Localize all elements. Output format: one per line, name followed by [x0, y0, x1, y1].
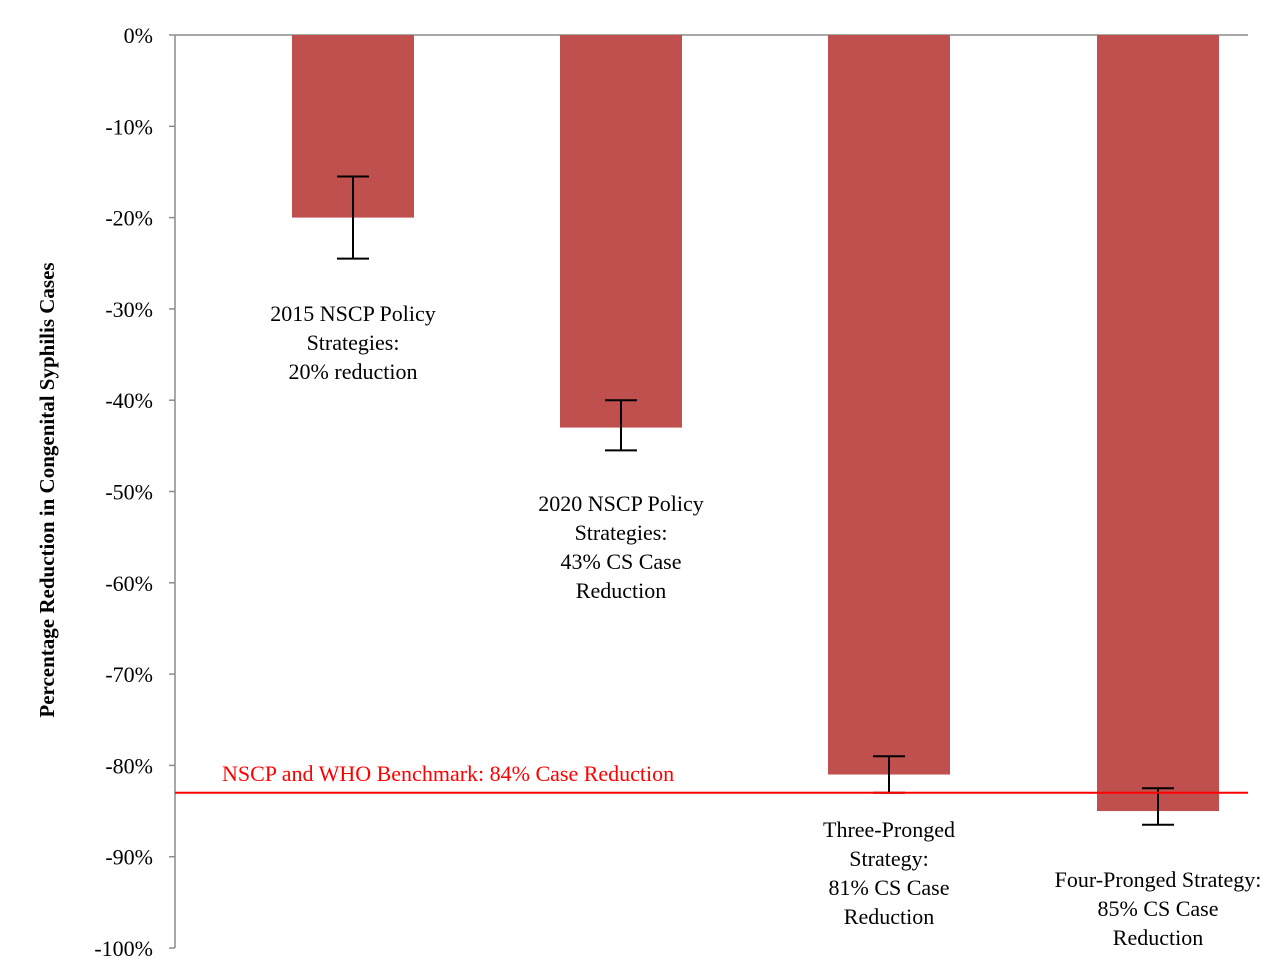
bar-data-label: 43% CS Case [561, 549, 682, 574]
y-tick-label: -40% [105, 388, 153, 413]
bar-data-label: 2020 NSCP Policy [538, 491, 703, 516]
y-tick-label: -100% [94, 936, 153, 961]
bar [560, 35, 682, 428]
y-tick-label: 0% [124, 23, 153, 48]
y-tick-label: -60% [105, 571, 153, 596]
y-axis-title: Percentage Reduction in Congenital Syphi… [35, 262, 59, 717]
y-tick-label: -80% [105, 753, 153, 778]
bar-labels-group: 2015 NSCP Policy Strategies: 20% reduction… [270, 301, 1261, 950]
y-tick-label: -90% [105, 845, 153, 870]
bar-data-label: Four-Pronged Strategy: [1055, 867, 1262, 892]
bar-data-label: 20% reduction [289, 359, 418, 384]
bar [828, 35, 950, 775]
bar-data-label: Reduction [844, 904, 934, 929]
benchmark-group: NSCP and WHO Benchmark: 84% Case Reducti… [175, 761, 1248, 794]
y-tick-label: -20% [105, 206, 153, 231]
bar-data-label: Strategy: [849, 846, 928, 871]
y-tick-label: -30% [105, 297, 153, 322]
bar-data-label: 85% CS Case [1098, 896, 1219, 921]
axes: 0% -10% -20% -30% -40% -50% -60% -70% -80% -90% -1… [94, 23, 1248, 961]
bar-data-label: Strategies: [575, 520, 668, 545]
bar-data-label: Reduction [1113, 925, 1203, 950]
benchmark-label: NSCP and WHO Benchmark: 84% Case Reducti… [222, 761, 674, 786]
y-tick-label: -50% [105, 480, 153, 505]
bar-data-label: 81% CS Case [829, 875, 950, 900]
bar [1097, 35, 1219, 812]
bar-data-label: Strategies: [307, 330, 400, 355]
y-tick-label: -10% [105, 114, 153, 139]
bar-data-label: Three-Pronged [823, 817, 955, 842]
bar-data-label: 2015 NSCP Policy [270, 301, 435, 326]
y-tick-label: -70% [105, 662, 153, 687]
bars-group [292, 35, 1219, 826]
bar-data-label: Reduction [576, 578, 666, 603]
